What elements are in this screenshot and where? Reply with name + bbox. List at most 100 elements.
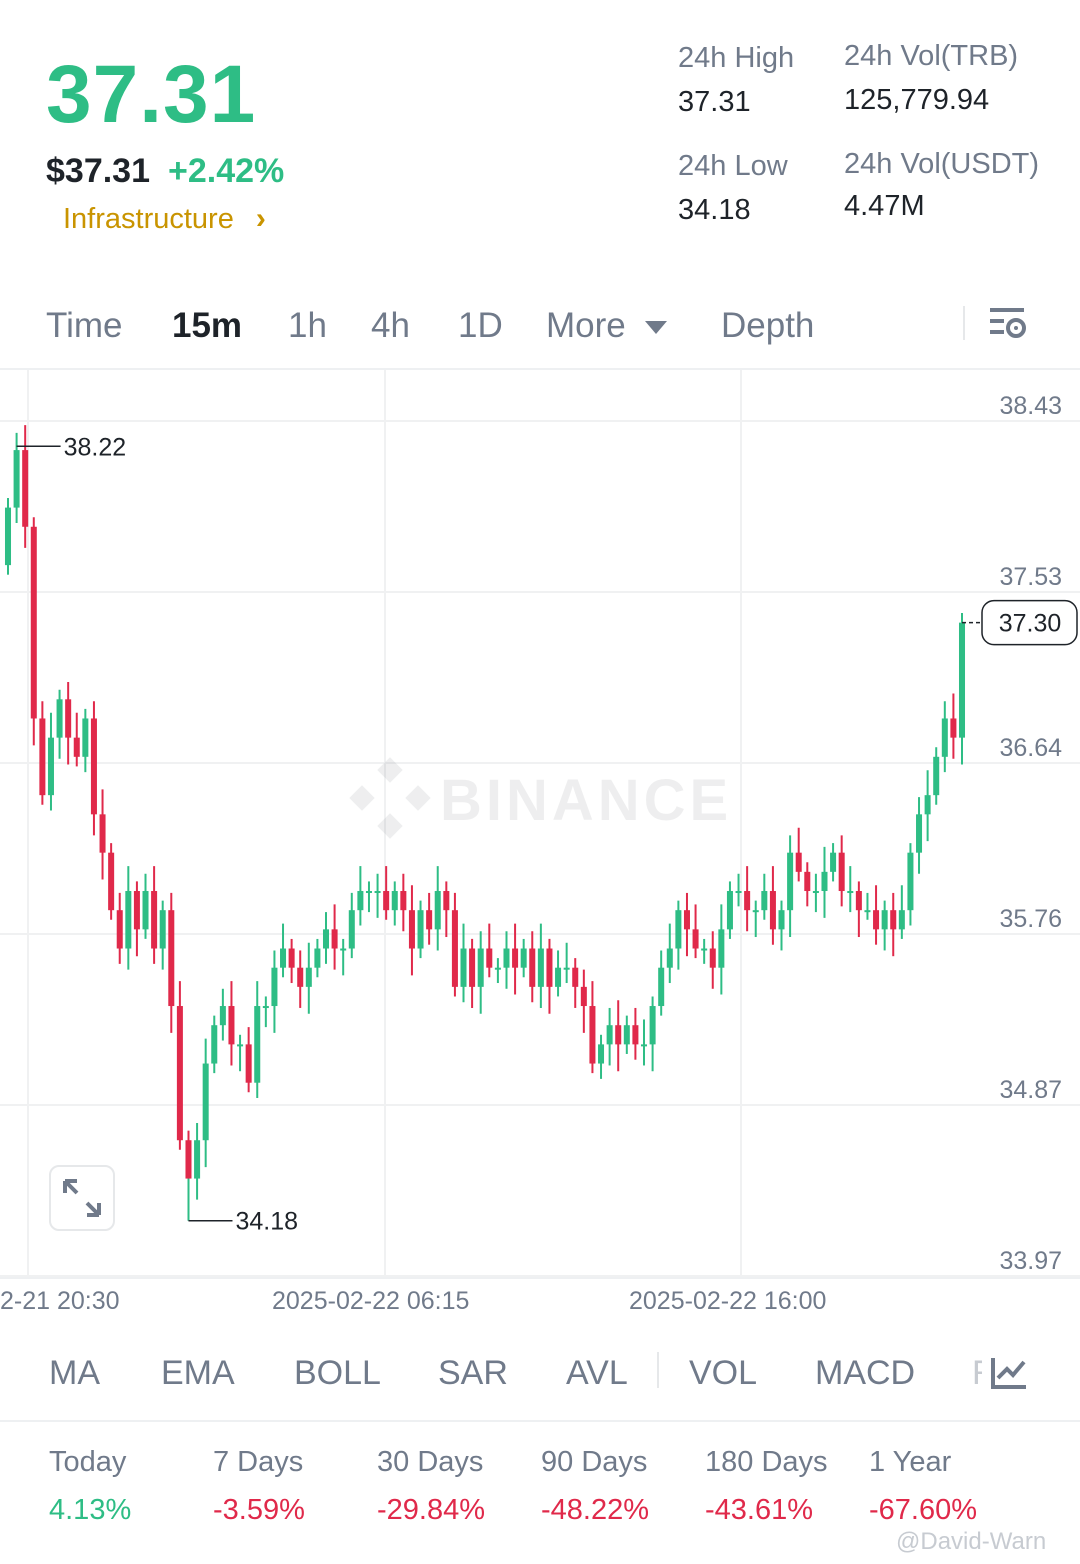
candle-body [176, 1006, 183, 1141]
indicator-more[interactable]: R [972, 1354, 982, 1393]
candle-body [348, 910, 355, 949]
candle-body [460, 948, 467, 987]
perf-value-30d: -29.84% [377, 1494, 486, 1526]
candle-body [924, 795, 931, 815]
tab-more[interactable]: More [546, 306, 668, 346]
candle-body [451, 910, 458, 987]
category-link[interactable]: Infrastructure › [63, 202, 266, 236]
perf-value-7d: -3.59% [213, 1494, 305, 1526]
candle-body [864, 910, 871, 913]
perf-label-30d: 30 Days [377, 1446, 484, 1478]
candle-body [99, 814, 106, 853]
candle-body [941, 718, 948, 757]
candle-body [709, 948, 716, 968]
binance-logo-icon [349, 757, 431, 839]
candle-body [615, 1025, 622, 1045]
candle-body [365, 891, 372, 894]
candle-body [477, 948, 484, 987]
candle-body [761, 891, 768, 911]
candle-body [898, 910, 905, 930]
high-value: 37.31 [678, 86, 751, 118]
candle-body [374, 891, 381, 894]
category-label: Infrastructure [63, 202, 234, 235]
vol-trb-value: 125,779.94 [844, 84, 990, 116]
candle-body [778, 910, 785, 930]
candle-body [254, 1006, 261, 1083]
candle-body [56, 699, 63, 738]
candle-body [718, 929, 725, 968]
indicator-avl[interactable]: AVL [566, 1354, 628, 1392]
candle-body [503, 948, 510, 968]
chevron-right-icon: › [255, 202, 266, 235]
candle-body [262, 1006, 269, 1009]
x-tick-label: 2025-02-22 16:00 [629, 1287, 826, 1315]
candle-body [297, 967, 304, 987]
candle-body [494, 967, 501, 970]
candle-body [22, 450, 29, 527]
price-chart[interactable]: 38.43 37.53 36.64 35.76 34.87 33.97 2-21 20:30… [0, 370, 1080, 1320]
candle-body [4, 507, 12, 566]
candle-body [640, 1044, 648, 1047]
candle-body [73, 737, 80, 757]
candle-body [151, 891, 158, 949]
perf-label-today: Today [49, 1446, 127, 1478]
candle-body [211, 1025, 218, 1064]
y-tick-label: 36.64 [999, 734, 1062, 762]
tab-4h[interactable]: 4h [371, 306, 410, 345]
current-price-label: 37.30 [999, 610, 1062, 638]
candle-body [168, 910, 175, 1007]
candle-body [726, 891, 733, 930]
candle-body [202, 1063, 209, 1141]
candle-body [288, 948, 295, 968]
y-tick-label: 34.87 [999, 1076, 1062, 1104]
tab-time[interactable]: Time [46, 306, 123, 345]
tab-more-label: More [546, 306, 626, 345]
tab-depth[interactable]: Depth [721, 306, 815, 345]
candle-body [194, 1140, 201, 1179]
indicator-boll[interactable]: BOLL [294, 1354, 381, 1392]
candle-body [649, 1006, 656, 1045]
indicator-settings-icon[interactable] [990, 1356, 1030, 1390]
y-tick-label: 37.53 [999, 563, 1062, 591]
indicator-ema[interactable]: EMA [161, 1354, 235, 1392]
vol-usdt-label: 24h Vol(USDT) [844, 148, 1040, 180]
candle-body [82, 718, 89, 757]
candle-body [563, 967, 570, 970]
candle-body [804, 871, 811, 892]
candle-body [305, 967, 312, 987]
indicator-macd[interactable]: MACD [815, 1354, 916, 1392]
current-price-tag [981, 599, 1078, 646]
candle-body [228, 1006, 235, 1045]
indicator-sar[interactable]: SAR [438, 1354, 508, 1392]
candle-body [916, 814, 923, 853]
candle-body [133, 891, 140, 930]
candle-body [245, 1044, 252, 1083]
tab-1d[interactable]: 1D [458, 306, 503, 345]
candle-body [65, 699, 72, 738]
indicator-ma[interactable]: MA [49, 1354, 100, 1392]
tab-1h[interactable]: 1h [288, 306, 327, 345]
perf-label-1y: 1 Year [869, 1446, 952, 1478]
binance-watermark: BINANCE [440, 768, 732, 833]
vol-trb-label: 24h Vol(TRB) [844, 40, 1019, 72]
candle-body [357, 891, 364, 911]
candle-body [443, 891, 450, 911]
indicator-vol[interactable]: VOL [689, 1354, 758, 1392]
y-tick-label: 38.43 [999, 392, 1062, 420]
candle-body [546, 948, 553, 987]
chart-settings-icon[interactable] [988, 306, 1028, 342]
candle-body [142, 891, 149, 930]
tab-15m[interactable]: 15m [172, 306, 243, 345]
high-label: 24h High [678, 42, 795, 74]
candle-body [589, 1006, 596, 1064]
caret-down-icon [645, 320, 668, 334]
expand-icon [63, 1179, 101, 1217]
candle-body [958, 622, 966, 738]
candle-body [795, 852, 802, 872]
candle-body [606, 1025, 613, 1045]
candle-body [838, 852, 845, 892]
candle-body [271, 967, 278, 1007]
indicator-divider [657, 1352, 659, 1388]
candle-body [520, 948, 527, 968]
expand-button[interactable] [49, 1165, 115, 1231]
